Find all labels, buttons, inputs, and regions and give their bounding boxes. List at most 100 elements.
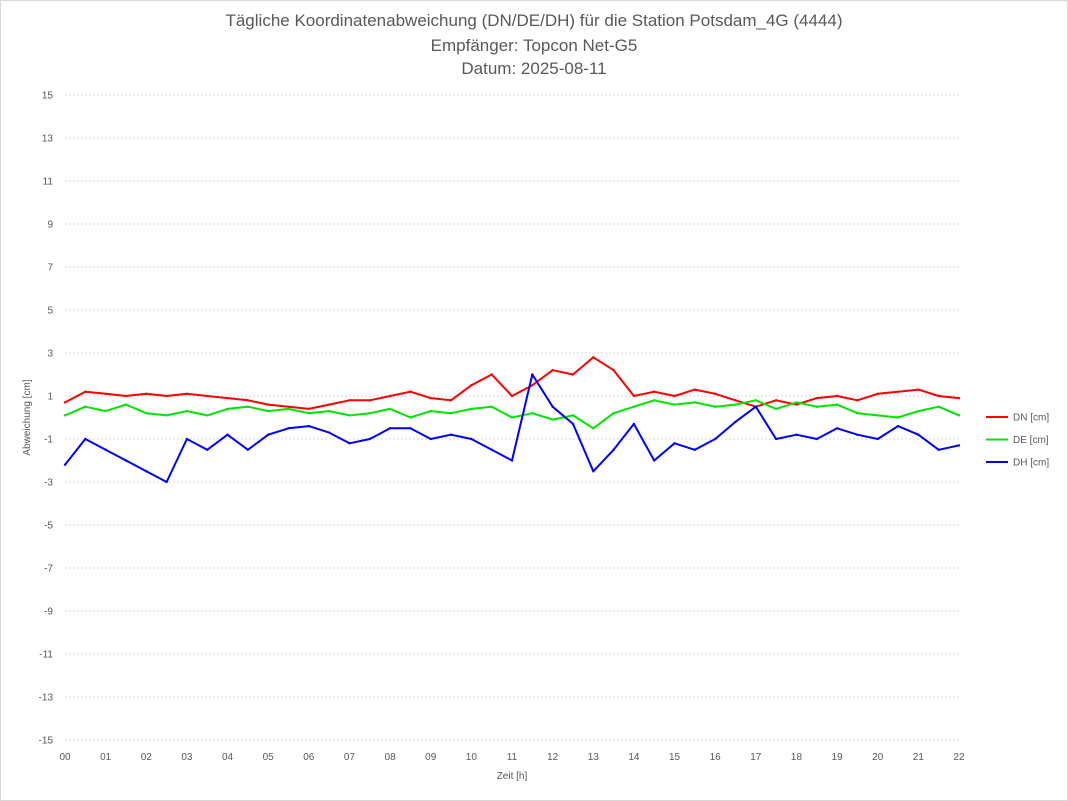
data-point [246, 448, 250, 451]
series-lines [63, 356, 961, 484]
x-tick-label: 07 [344, 752, 356, 763]
data-point [124, 403, 128, 406]
data-point [246, 405, 250, 408]
data-point [632, 422, 636, 426]
x-tick-label: 21 [913, 752, 925, 763]
data-point [673, 394, 676, 398]
data-point [673, 403, 676, 406]
x-tick-label: 16 [710, 752, 722, 763]
data-point [734, 399, 737, 402]
data-point [937, 405, 940, 408]
x-tick-label: 01 [100, 752, 112, 763]
data-point [388, 427, 392, 430]
data-point [896, 390, 900, 393]
data-point [815, 396, 818, 400]
data-point [226, 433, 229, 436]
x-tick-label: 11 [507, 752, 518, 763]
data-point [835, 427, 839, 430]
data-point [632, 394, 636, 398]
x-tick-label: 22 [953, 752, 965, 763]
data-point [835, 403, 839, 406]
data-point [937, 448, 940, 451]
data-point [551, 369, 554, 372]
data-point [490, 448, 493, 451]
data-point [653, 399, 656, 402]
data-point [124, 459, 128, 462]
data-point [815, 437, 818, 441]
data-point [449, 433, 453, 436]
y-tick-label: 7 [47, 263, 53, 274]
data-point [653, 459, 656, 462]
y-tick-label: 9 [47, 220, 53, 231]
data-point [185, 392, 189, 396]
data-point [165, 480, 168, 484]
data-point [206, 394, 209, 398]
data-point [734, 403, 737, 406]
data-point [917, 433, 920, 436]
y-tick-label: -5 [44, 521, 53, 532]
data-point [490, 405, 493, 408]
y-tick-label: -13 [39, 693, 54, 704]
data-point [815, 405, 818, 408]
x-tick-label: 12 [547, 752, 559, 763]
gridlines [65, 94, 959, 741]
data-point [368, 412, 371, 415]
data-point [429, 396, 432, 400]
data-point [185, 437, 189, 441]
data-point [145, 392, 148, 396]
x-tick-label: 06 [303, 752, 315, 763]
x-tick-label: 08 [385, 752, 397, 763]
legend-label: DN [cm] [1013, 413, 1049, 424]
data-point [835, 394, 839, 398]
data-point [470, 437, 473, 441]
y-axis-label: Abweichung [cm] [22, 379, 33, 455]
data-point [287, 405, 290, 408]
y-tick-label: 3 [47, 349, 53, 360]
data-point [429, 409, 432, 413]
y-tick-label: 5 [47, 306, 53, 317]
data-point [571, 414, 575, 417]
data-point [937, 394, 940, 398]
x-tick-label: 03 [181, 752, 193, 763]
data-point [531, 373, 534, 376]
data-point [713, 405, 717, 408]
data-point [84, 405, 87, 408]
data-point [510, 394, 514, 398]
data-point [165, 414, 168, 417]
data-point [957, 396, 961, 400]
data-point [165, 394, 168, 398]
data-point [693, 401, 697, 404]
x-tick-label: 17 [750, 752, 762, 763]
y-tick-label: -15 [39, 736, 54, 747]
data-point [266, 433, 270, 436]
x-axis-label: Zeit [h] [497, 771, 528, 782]
data-point [409, 427, 412, 430]
data-point [632, 405, 636, 408]
data-point [592, 470, 595, 473]
data-point [449, 399, 453, 402]
data-point [693, 388, 697, 391]
data-point [531, 412, 534, 415]
data-point [327, 403, 331, 406]
data-point [409, 416, 412, 419]
x-tick-label: 20 [872, 752, 884, 763]
data-point [795, 403, 798, 406]
data-point [63, 463, 67, 466]
data-point [449, 412, 453, 415]
data-point [713, 392, 717, 396]
y-tick-label: -7 [44, 564, 53, 575]
data-point [551, 405, 554, 408]
data-point [510, 416, 514, 419]
x-tick-label: 02 [141, 752, 153, 763]
data-point [896, 424, 900, 428]
data-point [917, 409, 920, 413]
y-tick-label: 13 [42, 134, 54, 145]
data-point [388, 407, 392, 411]
x-tick-label: 00 [59, 752, 71, 763]
data-point [409, 390, 412, 393]
data-point [63, 414, 67, 417]
data-point [266, 409, 270, 413]
data-point [206, 448, 209, 451]
chart-title: Tägliche Koordinatenabweichung (DN/DE/DH… [225, 11, 843, 30]
